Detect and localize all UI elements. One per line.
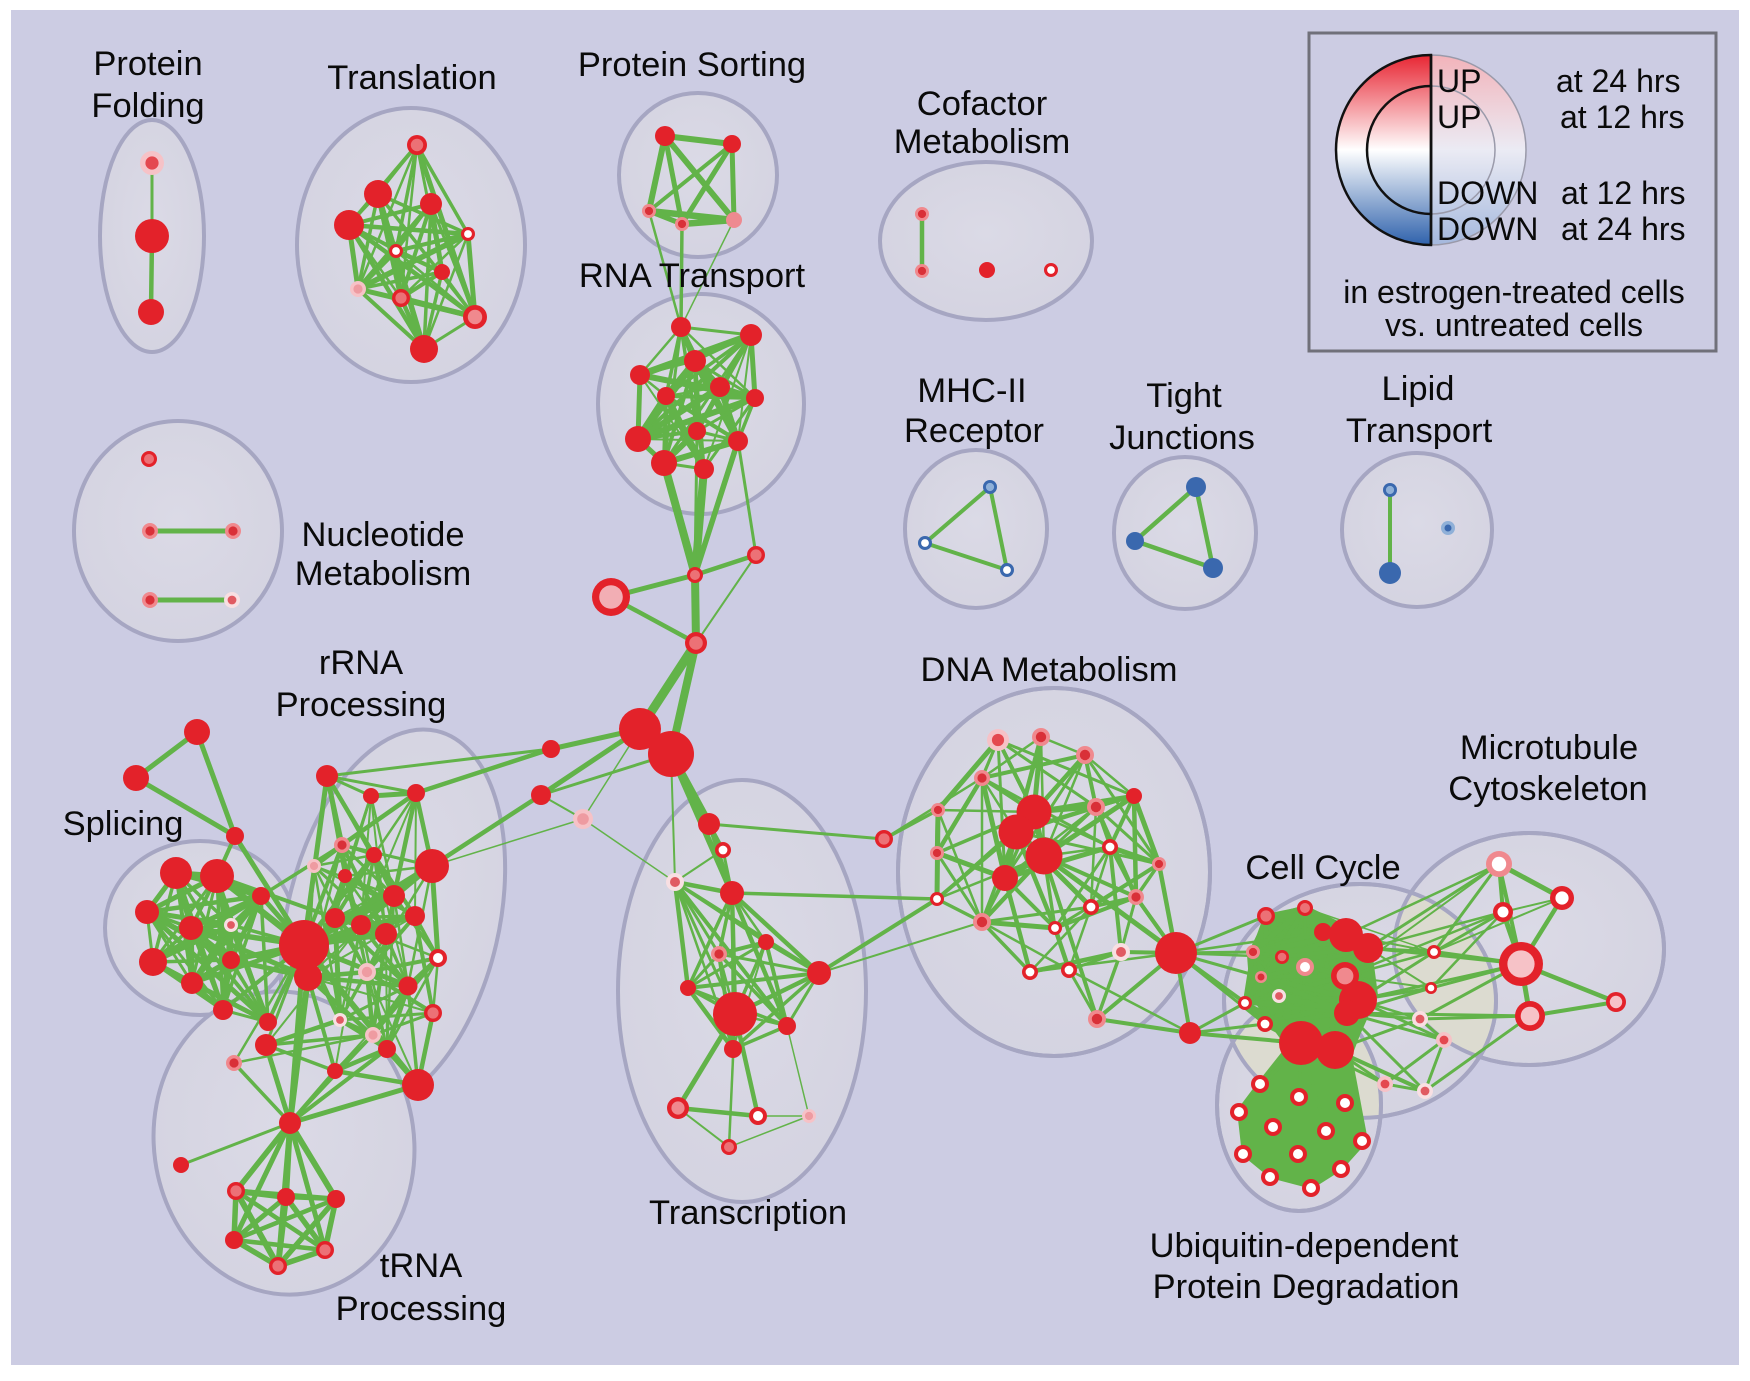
svg-text:Cytoskeleton: Cytoskeleton xyxy=(1448,770,1647,808)
svg-text:UP: UP xyxy=(1437,63,1481,99)
svg-text:at 12 hrs: at 12 hrs xyxy=(1560,99,1685,135)
svg-text:Transport: Transport xyxy=(1346,412,1493,450)
svg-text:Metabolism: Metabolism xyxy=(295,555,471,593)
svg-text:DOWN: DOWN xyxy=(1437,175,1538,211)
svg-text:Ubiquitin-dependent: Ubiquitin-dependent xyxy=(1150,1227,1459,1265)
svg-text:tRNA: tRNA xyxy=(380,1247,462,1285)
svg-text:Protein Sorting: Protein Sorting xyxy=(578,46,806,84)
svg-text:UP: UP xyxy=(1437,99,1481,135)
svg-text:RNA Transport: RNA Transport xyxy=(579,257,806,295)
svg-text:at 12 hrs: at 12 hrs xyxy=(1561,175,1686,211)
svg-text:Translation: Translation xyxy=(327,59,496,97)
svg-text:Processing: Processing xyxy=(276,686,447,724)
svg-text:rRNA: rRNA xyxy=(319,644,403,682)
svg-text:at 24 hrs: at 24 hrs xyxy=(1556,63,1681,99)
svg-text:DNA Metabolism: DNA Metabolism xyxy=(921,651,1178,689)
svg-text:Microtubule: Microtubule xyxy=(1460,729,1638,767)
svg-text:Transcription: Transcription xyxy=(649,1194,847,1232)
svg-text:Receptor: Receptor xyxy=(904,412,1044,450)
svg-text:Junctions: Junctions xyxy=(1109,419,1255,457)
svg-text:vs. untreated cells: vs. untreated cells xyxy=(1385,307,1643,343)
svg-text:Processing: Processing xyxy=(336,1290,507,1328)
svg-text:at 24 hrs: at 24 hrs xyxy=(1561,211,1686,247)
svg-text:Tight: Tight xyxy=(1146,377,1222,415)
svg-text:Protein: Protein xyxy=(93,45,202,83)
svg-text:Folding: Folding xyxy=(91,87,204,125)
svg-text:Cell Cycle: Cell Cycle xyxy=(1245,849,1400,887)
svg-text:DOWN: DOWN xyxy=(1437,211,1538,247)
svg-text:in estrogen-treated cells: in estrogen-treated cells xyxy=(1343,274,1685,310)
svg-text:Cofactor: Cofactor xyxy=(917,85,1047,123)
svg-text:Metabolism: Metabolism xyxy=(894,123,1070,161)
svg-text:Lipid: Lipid xyxy=(1382,370,1455,408)
svg-text:MHC-II: MHC-II xyxy=(917,372,1026,410)
svg-text:Protein Degradation: Protein Degradation xyxy=(1153,1268,1460,1306)
svg-text:Nucleotide: Nucleotide xyxy=(301,516,464,554)
svg-text:Splicing: Splicing xyxy=(63,805,184,843)
